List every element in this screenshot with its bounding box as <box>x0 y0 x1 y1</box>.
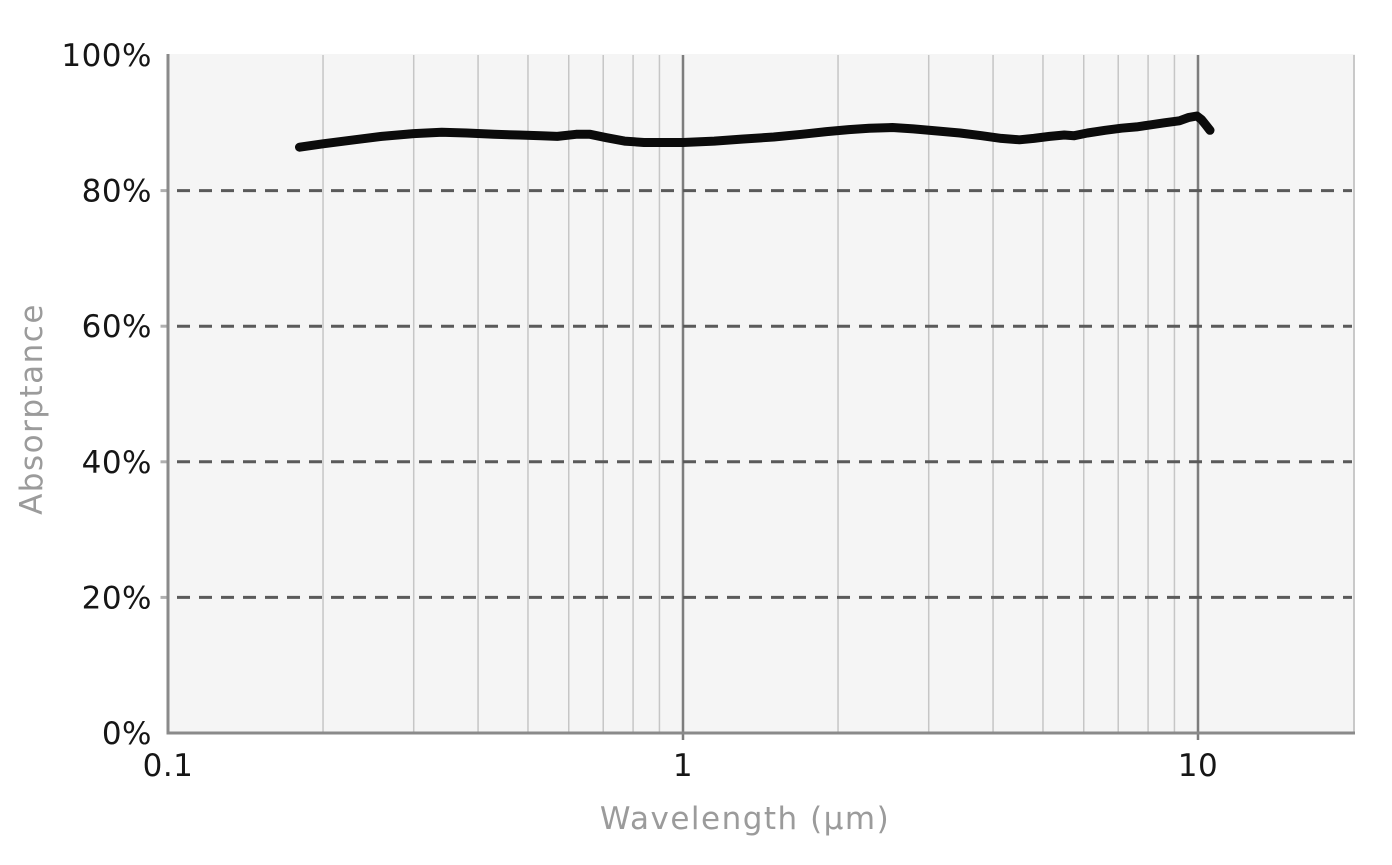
series-layer <box>295 111 1215 152</box>
absorptance-curve <box>295 111 1215 152</box>
x-tick-label: 10 <box>1178 748 1218 784</box>
tick-labels-layer: 0% 20% 40% 60% 80% 100% 0.1 1 10 <box>61 38 1218 784</box>
gridlines-layer <box>177 55 1352 733</box>
y-axis-title: Absorptance <box>14 303 50 515</box>
y-tick-label: 40% <box>82 445 152 481</box>
y-tick-label: 100% <box>61 38 152 74</box>
x-tick-label: 1 <box>673 748 693 784</box>
y-tick-label: 0% <box>102 716 152 752</box>
y-tick-label: 20% <box>82 580 152 616</box>
plot-background-layer <box>168 54 1355 733</box>
axes-layer <box>160 54 1355 740</box>
x-axis-title: Wavelength (μm) <box>600 801 890 837</box>
x-tick-label: 0.1 <box>143 748 194 784</box>
plot-area-background <box>168 54 1355 733</box>
y-tick-label: 80% <box>82 174 152 210</box>
y-tick-label: 60% <box>82 309 152 345</box>
